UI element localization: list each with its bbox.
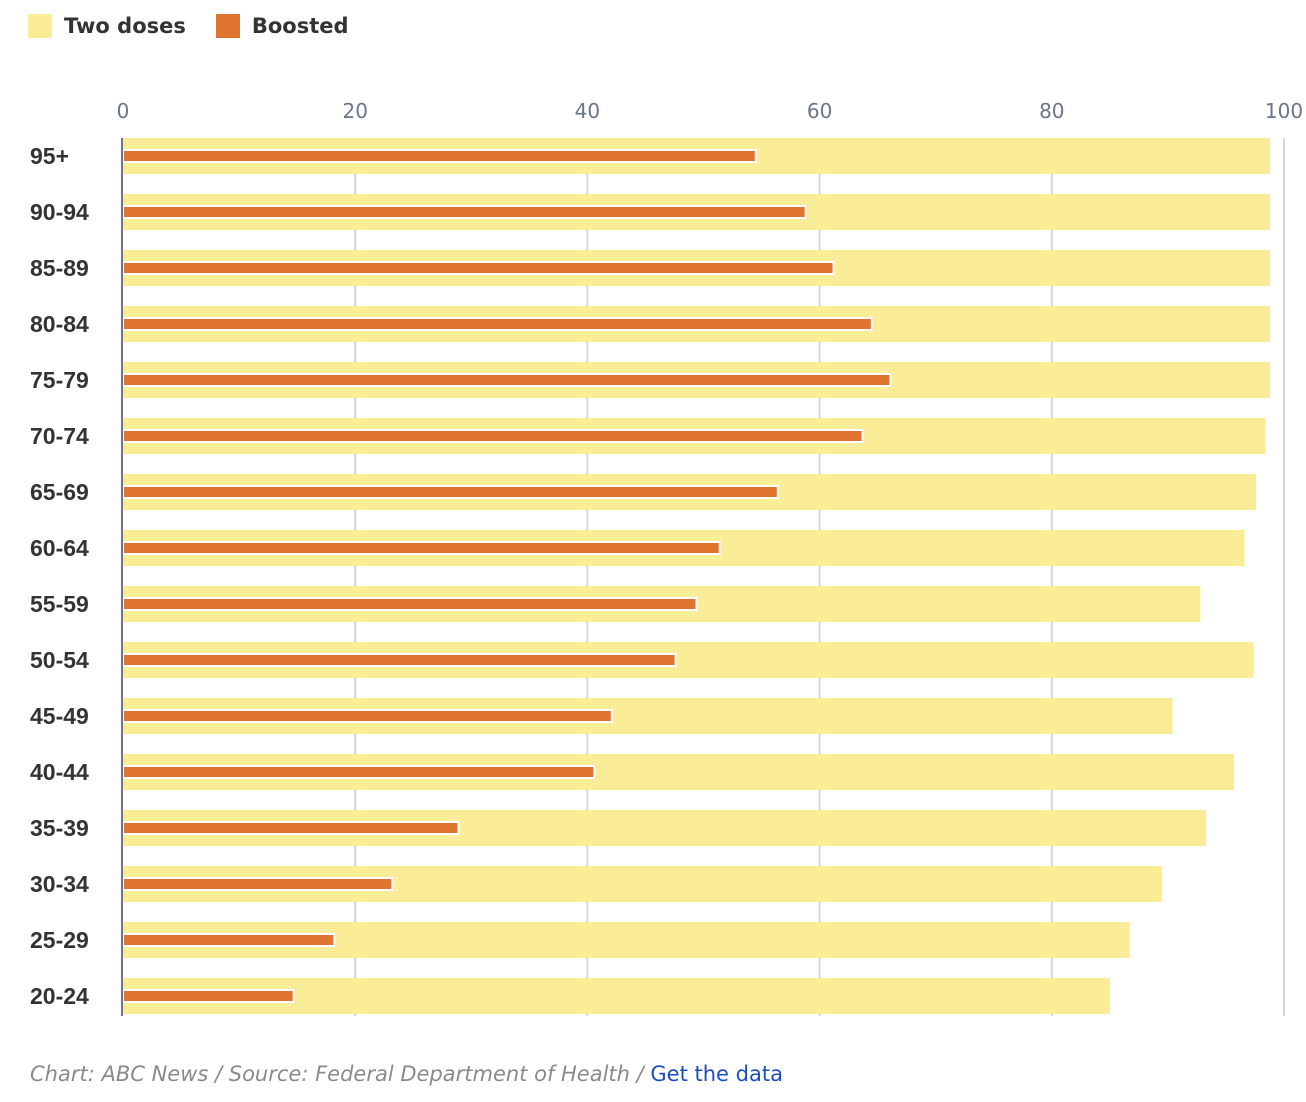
x-tick-label: 100 — [1265, 99, 1303, 123]
bar-boosted — [122, 597, 698, 611]
x-tick-label: 0 — [117, 99, 130, 123]
category-label: 40-44 — [30, 759, 89, 785]
bars — [122, 138, 1271, 1014]
source-credit: Chart: ABC News / Source: Federal Depart… — [30, 1062, 651, 1086]
legend-label-boosted: Boosted — [251, 14, 349, 38]
x-tick-label: 40 — [575, 99, 600, 123]
bar-boosted — [122, 933, 336, 947]
category-label: 70-74 — [30, 423, 89, 449]
x-tick-label: 20 — [342, 99, 367, 123]
category-label: 65-69 — [30, 479, 89, 505]
category-label: 75-79 — [30, 367, 89, 393]
category-label: 55-59 — [30, 591, 89, 617]
legend-label-two-doses: Two doses — [64, 14, 186, 38]
y-axis-labels: 95+ 90-94 85-89 80-84 75-79 70-74 65-69 60-64 55… — [30, 143, 89, 1009]
bar-boosted — [122, 261, 835, 275]
bar-boosted — [122, 149, 757, 163]
x-tick-label: 80 — [1039, 99, 1064, 123]
category-label: 90-94 — [30, 199, 89, 225]
bar-boosted — [122, 541, 721, 555]
legend-swatch-two-doses — [28, 14, 52, 38]
bar-boosted — [122, 877, 394, 891]
category-label: 60-64 — [30, 535, 89, 561]
category-label: 45-49 — [30, 703, 89, 729]
bar-boosted — [122, 373, 892, 387]
category-label: 85-89 — [30, 255, 89, 281]
bar-boosted — [122, 709, 613, 723]
bar-boosted — [122, 429, 864, 443]
bar-boosted — [122, 317, 873, 331]
bar-boosted — [122, 205, 807, 219]
chart-footer: Chart: ABC News / Source: Federal Depart… — [30, 1062, 783, 1086]
category-label: 20-24 — [30, 983, 89, 1009]
legend-item-boosted: Boosted — [215, 14, 349, 38]
bar-boosted — [122, 485, 779, 499]
category-label: 50-54 — [30, 647, 89, 673]
category-label: 30-34 — [30, 871, 89, 897]
bar-boosted — [122, 653, 677, 667]
category-label: 25-29 — [30, 927, 89, 953]
bar-boosted — [122, 765, 596, 779]
legend-swatch-boosted — [215, 14, 240, 38]
x-axis-ticks: 0 20 40 60 80 100 — [117, 99, 1303, 123]
bar-boosted — [122, 821, 460, 835]
get-the-data-link[interactable]: Get the data — [650, 1062, 783, 1086]
category-label: 35-39 — [30, 815, 89, 841]
category-label: 80-84 — [30, 311, 89, 337]
category-label: 95+ — [30, 143, 69, 169]
chart-legend: Two doses Boosted — [28, 14, 379, 38]
bar-boosted — [122, 989, 295, 1003]
legend-item-two-doses: Two doses — [28, 14, 186, 38]
x-tick-label: 60 — [807, 99, 832, 123]
